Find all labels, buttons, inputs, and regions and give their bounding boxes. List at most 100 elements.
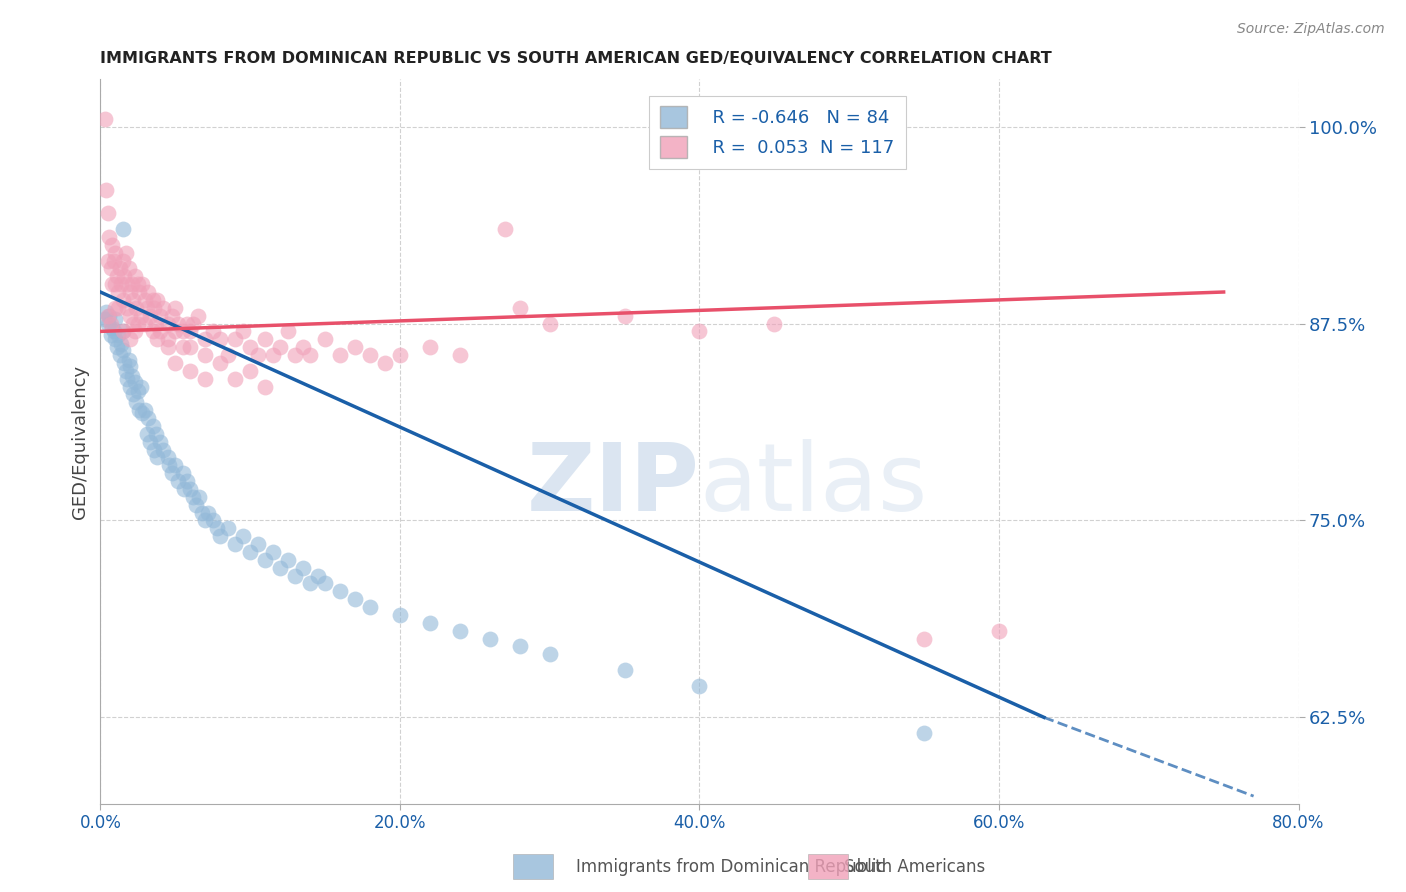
Point [988, 624, 1011, 638]
Point [101, 237, 124, 252]
Point [134, 317, 156, 331]
Point [232, 325, 254, 339]
Point [136, 285, 159, 299]
Point [388, 607, 411, 622]
Point [139, 309, 162, 323]
Point [165, 356, 187, 370]
Point [103, 325, 125, 339]
Point [165, 325, 187, 339]
Point [124, 269, 146, 284]
Point [142, 293, 165, 307]
Point [239, 340, 262, 354]
Point [191, 506, 214, 520]
Point [131, 277, 153, 292]
Point [167, 317, 190, 331]
Point [120, 332, 142, 346]
Point [224, 332, 246, 346]
Point [246, 348, 269, 362]
Point [209, 529, 232, 543]
Point [179, 482, 201, 496]
Point [105, 340, 128, 354]
Point [97, 206, 120, 220]
Point [224, 537, 246, 551]
Point [277, 553, 299, 567]
Point [217, 521, 239, 535]
Point [111, 293, 134, 307]
Point [135, 301, 157, 315]
Point [97, 253, 120, 268]
Y-axis label: GED/Equivalency: GED/Equivalency [72, 365, 89, 519]
Point [188, 490, 211, 504]
Point [246, 537, 269, 551]
Point [128, 285, 150, 299]
Point [449, 348, 471, 362]
Point [197, 506, 219, 520]
Point [172, 466, 194, 480]
Point [117, 371, 139, 385]
Point [209, 332, 232, 346]
Point [100, 317, 122, 331]
Point [478, 632, 501, 646]
Point [127, 317, 149, 331]
Point [122, 293, 145, 307]
Point [156, 450, 179, 465]
Point [146, 450, 169, 465]
Point [124, 325, 146, 339]
Point [142, 418, 165, 433]
Point [162, 309, 184, 323]
Point [284, 568, 307, 582]
Point [291, 340, 314, 354]
Point [120, 309, 142, 323]
Point [104, 245, 127, 260]
Point [127, 384, 149, 399]
Point [388, 348, 411, 362]
Point [374, 356, 396, 370]
Point [172, 325, 194, 339]
Point [494, 222, 516, 236]
Point [179, 364, 201, 378]
Point [104, 277, 127, 292]
Point [114, 245, 136, 260]
Point [912, 726, 935, 740]
Point [129, 379, 152, 393]
Point [239, 545, 262, 559]
Point [149, 434, 172, 449]
Point [94, 112, 117, 126]
Point [120, 379, 142, 393]
Text: South Americans: South Americans [844, 858, 984, 876]
Point [187, 309, 209, 323]
Point [688, 325, 710, 339]
Point [145, 426, 167, 441]
Point [299, 576, 322, 591]
Point [111, 253, 134, 268]
Point [97, 309, 120, 323]
Point [127, 277, 149, 292]
Point [128, 403, 150, 417]
Point [112, 356, 135, 370]
Point [107, 285, 129, 299]
Point [254, 379, 277, 393]
Point [299, 348, 322, 362]
Point [201, 325, 224, 339]
Point [343, 592, 366, 607]
Point [111, 325, 134, 339]
Point [134, 293, 156, 307]
Legend:   R = -0.646   N = 84,   R =  0.053  N = 117: R = -0.646 N = 84, R = 0.053 N = 117 [650, 95, 905, 169]
Point [291, 560, 314, 574]
Point [117, 277, 139, 292]
Point [277, 325, 299, 339]
Point [146, 293, 169, 307]
Point [143, 442, 166, 457]
Point [120, 285, 142, 299]
Point [194, 513, 217, 527]
Text: Immigrants from Dominican Republic: Immigrants from Dominican Republic [576, 858, 886, 876]
Point [107, 301, 129, 315]
Point [100, 327, 122, 342]
Point [763, 317, 786, 331]
Point [172, 340, 194, 354]
Point [135, 426, 157, 441]
Point [254, 332, 277, 346]
Point [104, 311, 127, 326]
Point [449, 624, 471, 638]
Point [125, 301, 148, 315]
